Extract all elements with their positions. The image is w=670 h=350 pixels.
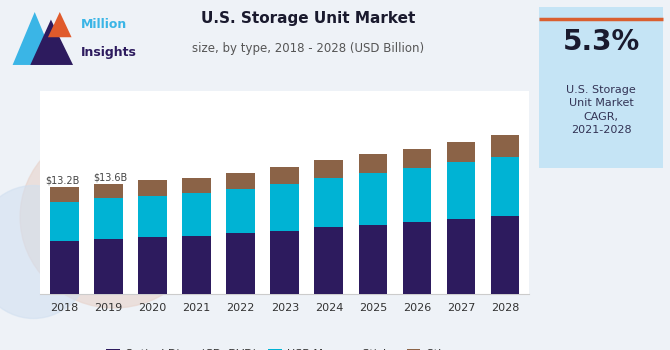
Bar <box>490 216 519 294</box>
Bar <box>314 228 343 294</box>
Bar <box>447 162 475 219</box>
Bar <box>358 225 387 294</box>
Bar <box>314 160 343 178</box>
Bar <box>182 236 211 294</box>
Bar <box>403 168 431 222</box>
Bar <box>50 241 79 294</box>
Text: Million: Million <box>80 18 127 31</box>
Bar <box>182 193 211 236</box>
Bar <box>138 180 167 196</box>
Bar <box>271 167 299 183</box>
Text: U.S. Storage Unit Market: U.S. Storage Unit Market <box>201 10 415 26</box>
Text: 5.3%: 5.3% <box>563 28 640 56</box>
Text: Insights: Insights <box>80 46 136 59</box>
Text: $13.2B: $13.2B <box>45 175 80 186</box>
Bar <box>94 183 123 198</box>
Text: $13.6B: $13.6B <box>94 172 128 182</box>
Bar <box>358 154 387 173</box>
Bar <box>50 187 79 202</box>
Bar <box>182 178 211 193</box>
Bar <box>138 196 167 237</box>
Bar <box>226 233 255 294</box>
Bar <box>447 219 475 294</box>
Bar <box>226 189 255 233</box>
Bar <box>403 149 431 168</box>
Bar <box>490 157 519 216</box>
Bar <box>403 222 431 294</box>
Bar <box>94 239 123 294</box>
Bar <box>447 142 475 162</box>
Polygon shape <box>13 12 57 65</box>
Bar <box>271 183 299 231</box>
Bar <box>226 173 255 189</box>
Bar <box>490 135 519 157</box>
Polygon shape <box>48 12 72 37</box>
Legend: Optical Discs (CD, DVD), USB Memory Sticks, Others: Optical Discs (CD, DVD), USB Memory Stic… <box>102 344 468 350</box>
Bar <box>358 173 387 225</box>
Bar <box>138 237 167 294</box>
Text: U.S. Storage
Unit Market
CAGR,
2021-2028: U.S. Storage Unit Market CAGR, 2021-2028 <box>566 85 636 135</box>
Bar <box>271 231 299 294</box>
Bar <box>314 178 343 228</box>
Bar <box>50 202 79 241</box>
Bar <box>94 198 123 239</box>
Text: size, by type, 2018 - 2028 (USD Billion): size, by type, 2018 - 2028 (USD Billion) <box>192 42 424 55</box>
Polygon shape <box>30 20 73 65</box>
